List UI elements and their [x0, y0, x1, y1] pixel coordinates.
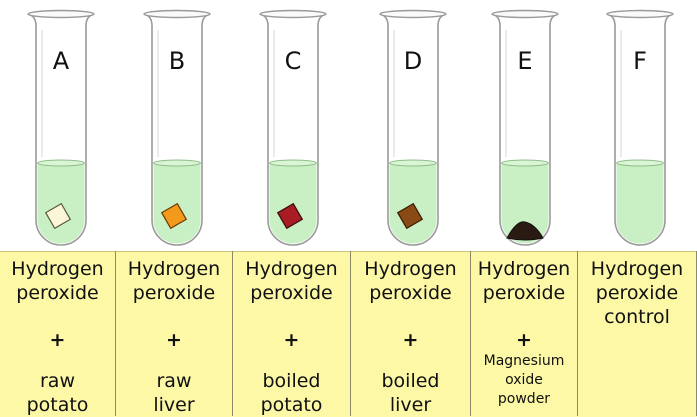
sample-line-2: potato	[260, 394, 323, 416]
hydrogen-peroxide-liquid	[501, 163, 549, 244]
powder-pile	[506, 221, 544, 241]
reagent-line-2: peroxide	[250, 282, 333, 304]
sample-piece	[276, 202, 304, 230]
plus-sign: +	[49, 329, 66, 351]
reagent-line-2: peroxide	[132, 282, 216, 304]
liquid-surface	[269, 159, 317, 167]
reagent-line-1: Hydrogen	[245, 258, 338, 280]
sample-piece	[160, 202, 188, 230]
reagent-line-3: control	[604, 306, 670, 328]
sample-line-1: boiled	[262, 370, 321, 392]
label-column-b: Hydrogen peroxide + raw liver	[116, 251, 233, 416]
sample-line-3: powder	[497, 391, 551, 407]
tube-letter: D	[404, 47, 422, 75]
tube-letter: A	[53, 47, 70, 75]
reagent-line-1: Hydrogen	[590, 258, 684, 280]
test-tube-c: C	[259, 9, 327, 246]
sample-piece	[44, 202, 72, 230]
tube-rim	[606, 9, 674, 19]
reagent-line-1: Hydrogen	[11, 258, 104, 280]
sample-line-2: oxide	[505, 372, 543, 388]
test-tube-b: B	[143, 9, 211, 246]
sample-line-2: liver	[153, 394, 195, 416]
tube-rim	[259, 9, 327, 19]
liquid-surface	[501, 159, 549, 167]
plus-sign: +	[283, 329, 300, 351]
sample-line-1: raw	[40, 370, 75, 392]
reagent-line-2: peroxide	[16, 282, 99, 304]
liquid-surface	[616, 159, 664, 167]
tube-rim	[379, 9, 447, 19]
reagent-line-1: Hydrogen	[477, 258, 571, 280]
reagent-line-2: peroxide	[482, 282, 566, 304]
reagent-line-1: Hydrogen	[127, 258, 221, 280]
tube-letter: B	[169, 47, 185, 75]
label-column-c: Hydrogen peroxide + boiled potato	[233, 251, 351, 416]
reagent-line-1: Hydrogen	[364, 258, 457, 280]
test-tube-f: F	[606, 9, 674, 246]
test-tube-e: E	[491, 9, 559, 246]
tube-letter: F	[633, 47, 647, 75]
tube-letter: E	[517, 47, 532, 75]
test-tube-a: A	[27, 9, 95, 246]
tube-rim	[491, 9, 559, 19]
tube-letter: C	[285, 47, 302, 75]
liquid-surface	[37, 159, 85, 167]
sample-line-2: potato	[26, 394, 89, 416]
plus-sign: +	[402, 329, 419, 351]
plus-sign: +	[516, 329, 532, 351]
hydrogen-peroxide-liquid	[616, 163, 664, 244]
sample-line-1: raw	[156, 370, 192, 392]
label-column-e: Hydrogen peroxide + Magnesium oxide powd…	[471, 251, 578, 416]
label-column-f: Hydrogen peroxide control	[578, 251, 697, 416]
test-tube-diagram: A B C D E F	[27, 9, 674, 246]
test-tube-d: D	[379, 9, 447, 246]
sample-line-2: liver	[389, 394, 432, 416]
label-panel	[0, 251, 697, 417]
tube-rim	[143, 9, 211, 19]
tube-rim	[27, 9, 95, 19]
liquid-surface	[389, 159, 437, 167]
reagent-line-2: peroxide	[369, 282, 452, 304]
sample-piece	[396, 202, 424, 230]
label-column-d: Hydrogen peroxide + boiled liver	[351, 251, 471, 416]
plus-sign: +	[166, 329, 182, 351]
sample-line-1: Magnesium	[483, 353, 565, 369]
sample-line-1: boiled	[381, 370, 440, 392]
label-column-a: Hydrogen peroxide + raw potato	[0, 251, 116, 416]
liquid-surface	[153, 159, 201, 167]
reagent-line-2: peroxide	[595, 282, 679, 304]
